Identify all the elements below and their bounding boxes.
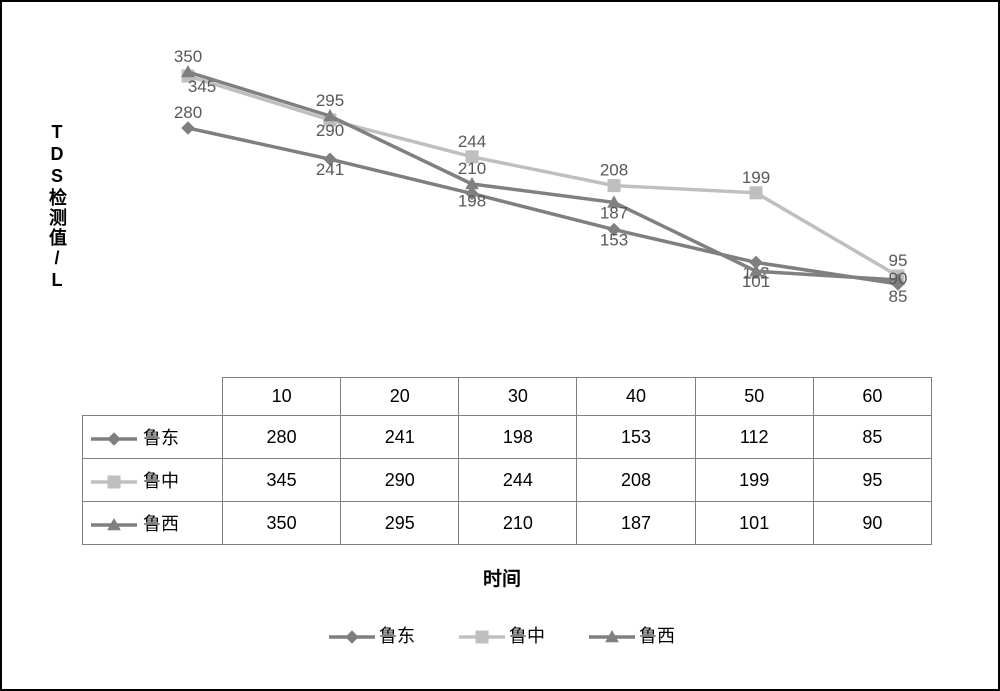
legend-marker-icon (91, 517, 137, 533)
table-cell: 112 (695, 416, 813, 459)
data-label: 199 (742, 168, 770, 187)
table-cell: 101 (695, 502, 813, 545)
table-row: 鲁西 35029521018710190 (83, 502, 932, 545)
table-header-cell: 50 (695, 378, 813, 416)
table-cell: 208 (577, 459, 695, 502)
table-cell: 345 (223, 459, 341, 502)
data-label: 350 (174, 47, 202, 66)
legend-marker-icon (589, 629, 635, 645)
table-cell: 153 (577, 416, 695, 459)
table-header-cell: 60 (813, 378, 931, 416)
data-label: 290 (316, 121, 344, 140)
legend-marker-icon (91, 474, 137, 490)
legend-item: 鲁西 (589, 622, 675, 648)
table-cell: 85 (813, 416, 931, 459)
series-name-cell: 鲁西 (83, 502, 223, 545)
series-name-cell: 鲁中 (83, 459, 223, 502)
data-label: 153 (600, 231, 628, 250)
data-label: 208 (600, 161, 628, 180)
data-label: 85 (889, 287, 908, 306)
legend-label: 鲁东 (379, 626, 415, 646)
table-row: 鲁东 28024119815311285 (83, 416, 932, 459)
series-line (188, 72, 898, 280)
data-label: 198 (458, 192, 486, 211)
table-cell: 290 (341, 459, 459, 502)
x-axis-label: 时间 (2, 564, 1000, 591)
data-table: 102030405060鲁东28024119815311285鲁中3452902… (82, 377, 932, 545)
legend-label: 鲁西 (639, 626, 675, 646)
table-cell: 210 (459, 502, 577, 545)
data-label: 95 (889, 251, 908, 270)
table-cell: 241 (341, 416, 459, 459)
table-cell: 295 (341, 502, 459, 545)
table-cell: 350 (223, 502, 341, 545)
table-cell: 244 (459, 459, 577, 502)
table-cell: 199 (695, 459, 813, 502)
table-cell: 90 (813, 502, 931, 545)
data-label: 187 (600, 203, 628, 222)
data-label: 280 (174, 103, 202, 122)
table-header-cell: 20 (341, 378, 459, 416)
legend-marker-icon (329, 629, 375, 645)
legend-label: 鲁中 (509, 626, 545, 646)
table-header-cell: 40 (577, 378, 695, 416)
data-table-wrap: 102030405060鲁东28024119815311285鲁中3452902… (82, 377, 932, 545)
table-row: 鲁中 34529024420819995 (83, 459, 932, 502)
series-name-label: 鲁东 (143, 428, 179, 448)
table-cell: 95 (813, 459, 931, 502)
legend-item: 鲁东 (329, 622, 415, 648)
legend-marker-icon (91, 431, 137, 447)
series-line (188, 128, 898, 284)
line-plot: 2802411981531128534529024420819995350295… (118, 22, 968, 362)
table-corner (83, 378, 223, 416)
legend-marker-icon (459, 629, 505, 645)
series-name-cell: 鲁东 (83, 416, 223, 459)
data-label: 244 (458, 132, 486, 151)
data-marker (608, 180, 620, 192)
legend: 鲁东 鲁中 鲁西 (2, 622, 1000, 648)
table-header-cell: 10 (223, 378, 341, 416)
chart-container: TDS检测值/L 2802411981531128534529024420819… (0, 0, 1000, 691)
series-name-label: 鲁西 (143, 514, 179, 534)
data-label: 210 (458, 159, 486, 178)
table-cell: 280 (223, 416, 341, 459)
data-label: 90 (889, 269, 908, 288)
chart-area: TDS检测值/L 2802411981531128534529024420819… (38, 22, 968, 362)
data-label: 295 (316, 91, 344, 110)
data-marker (750, 187, 762, 199)
data-label: 241 (316, 160, 344, 179)
table-cell: 198 (459, 416, 577, 459)
y-axis-label: TDS检测值/L (44, 122, 70, 292)
legend-item: 鲁中 (459, 622, 545, 648)
table-cell: 187 (577, 502, 695, 545)
table-header-cell: 30 (459, 378, 577, 416)
series-name-label: 鲁中 (143, 471, 179, 491)
data-marker (182, 122, 194, 134)
data-label: 101 (742, 272, 770, 291)
